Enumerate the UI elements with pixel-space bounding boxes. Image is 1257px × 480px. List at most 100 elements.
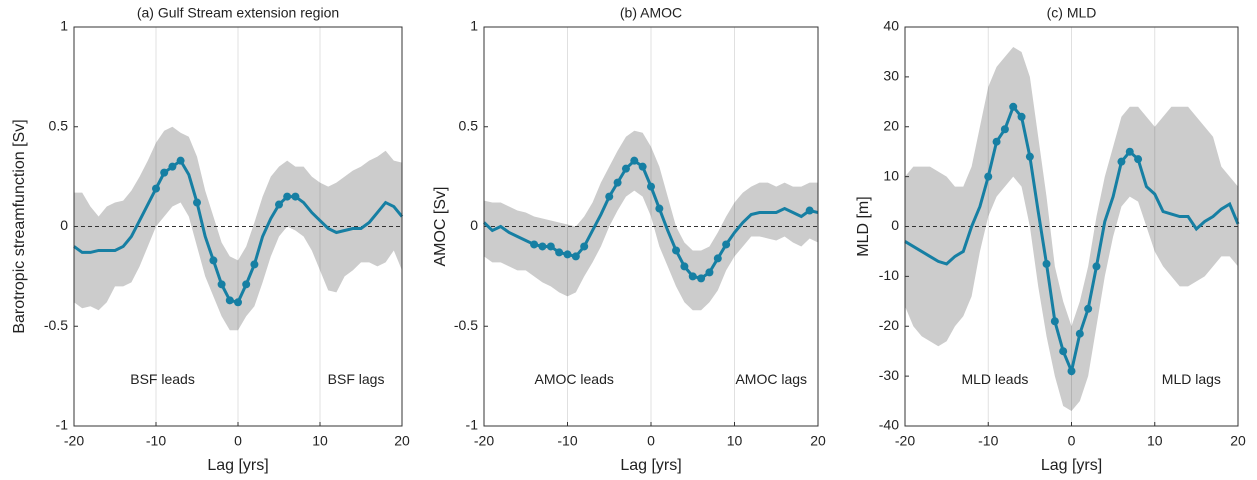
significant-marker (1075, 329, 1084, 338)
significant-marker (555, 248, 564, 257)
significant-marker (193, 198, 201, 207)
significant-marker (1050, 317, 1059, 326)
significant-marker (234, 298, 242, 307)
y-tick-label: -20 (879, 317, 899, 333)
significant-marker (1117, 157, 1126, 166)
annotation: BSF leads (130, 371, 195, 387)
significant-marker (275, 200, 283, 209)
significant-marker (705, 268, 714, 277)
significant-marker (680, 262, 689, 271)
significant-marker (283, 192, 292, 201)
x-axis-label: Lag [yrs] (1041, 457, 1102, 474)
y-axis-label: MLD [m] (855, 196, 872, 256)
significant-marker (1067, 367, 1076, 376)
significant-marker (1009, 102, 1018, 111)
y-tick-label: 0.5 (49, 117, 69, 133)
x-tick-label: 20 (810, 433, 826, 449)
significant-marker (1084, 304, 1093, 313)
chart-title: (a) Gulf Stream extension region (137, 5, 339, 21)
y-tick-label: 30 (883, 68, 899, 84)
significant-marker (291, 192, 300, 201)
significant-marker (250, 260, 259, 269)
significant-marker (1017, 112, 1026, 121)
x-tick-label: 10 (312, 433, 328, 449)
annotation: MLD leads (961, 371, 1028, 387)
x-tick-label: 10 (727, 433, 743, 449)
annotation: BSF lags (328, 371, 385, 387)
y-tick-label: 0 (891, 217, 899, 233)
x-tick-label: 0 (234, 433, 242, 449)
x-tick-label: -20 (895, 433, 915, 449)
significant-marker (672, 246, 681, 255)
y-tick-label: 0.5 (459, 117, 479, 133)
y-tick-label: -1 (56, 417, 69, 433)
significant-marker (176, 156, 185, 165)
significant-marker (1134, 155, 1143, 164)
significant-marker (242, 280, 251, 289)
y-tick-label: -0.5 (44, 317, 68, 333)
y-tick-label: -10 (879, 267, 899, 283)
significant-marker (992, 137, 1001, 146)
significant-marker (225, 296, 234, 305)
significant-marker (563, 250, 572, 259)
x-tick-label: -10 (978, 433, 998, 449)
y-tick-label: 0 (470, 217, 478, 233)
significant-marker (605, 192, 614, 201)
y-tick-label: 20 (883, 117, 899, 133)
y-tick-label: 1 (60, 18, 68, 34)
significant-marker (152, 184, 160, 193)
x-tick-label: 10 (1147, 433, 1163, 449)
significant-marker (638, 162, 647, 171)
chart-title: (b) AMOC (620, 5, 682, 21)
significant-marker (722, 240, 731, 249)
annotation: AMOC leads (535, 371, 614, 387)
significant-marker (571, 252, 580, 261)
significant-marker (217, 280, 226, 289)
plot-frame (483, 26, 819, 427)
significant-marker (688, 272, 697, 281)
significant-marker (647, 182, 655, 191)
confidence-band (74, 126, 402, 331)
significant-marker (984, 172, 993, 181)
plot-frame (904, 26, 1239, 427)
significant-marker (546, 242, 555, 251)
x-tick-label: -10 (146, 433, 166, 449)
significant-marker (1092, 262, 1101, 271)
y-tick-label: -40 (879, 417, 899, 433)
significant-marker (580, 242, 589, 251)
annotation: MLD lags (1162, 371, 1221, 387)
significant-marker (209, 256, 218, 265)
significant-marker (713, 254, 722, 263)
significant-marker (613, 178, 622, 187)
x-axis-label: Lag [yrs] (207, 457, 268, 474)
significant-marker (160, 168, 169, 177)
y-tick-label: 10 (883, 167, 899, 183)
significant-marker (1042, 259, 1051, 268)
y-tick-label: 1 (470, 18, 478, 34)
plot-frame (73, 26, 403, 427)
significant-marker (1125, 147, 1134, 156)
x-tick-label: 0 (1068, 433, 1076, 449)
y-axis-label: Barotropic streamfunction [Sv] (11, 119, 28, 333)
confidence-band (905, 46, 1238, 412)
significant-marker (1025, 152, 1034, 161)
significant-marker (1059, 347, 1068, 356)
significant-marker (1000, 125, 1009, 134)
x-tick-label: -20 (474, 433, 494, 449)
significant-marker (630, 156, 639, 165)
x-axis-label: Lag [yrs] (620, 457, 681, 474)
significant-marker (538, 242, 547, 251)
y-tick-label: -30 (879, 367, 899, 383)
y-tick-label: 0 (60, 217, 68, 233)
significant-marker (621, 164, 630, 173)
x-tick-label: 20 (1230, 433, 1246, 449)
y-tick-label: -1 (466, 417, 479, 433)
y-tick-label: 40 (883, 18, 899, 34)
x-tick-label: -10 (557, 433, 577, 449)
significant-marker (655, 204, 664, 213)
chart-title: (c) MLD (1047, 5, 1097, 21)
x-tick-label: -20 (64, 433, 84, 449)
y-axis-label: AMOC [Sv] (432, 186, 449, 266)
y-tick-label: -0.5 (454, 317, 478, 333)
